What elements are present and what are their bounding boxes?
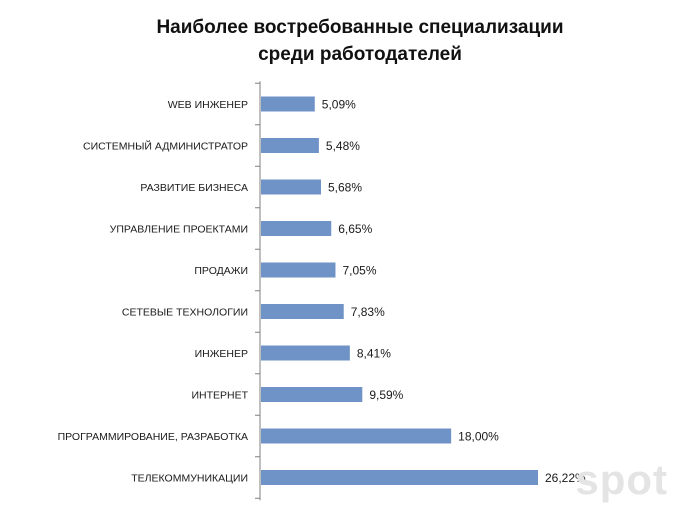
category-label: СЕТЕВЫЕ ТЕХНОЛОГИИ bbox=[122, 307, 248, 319]
category-label: ТЕЛЕКОММУНИКАЦИИ bbox=[131, 473, 248, 485]
category-label: WEB ИНЖЕНЕР bbox=[168, 99, 248, 111]
bar bbox=[261, 262, 336, 278]
bar bbox=[261, 221, 332, 236]
bar-value-label: 9,59% bbox=[369, 388, 403, 402]
bar-value-label: 18,00% bbox=[458, 430, 499, 444]
category-label: ИНЖЕНЕР bbox=[195, 348, 248, 360]
category-label: СИСТЕМНЫЙ АДМИНИСТРАТОР bbox=[83, 140, 248, 153]
category-label: РАЗВИТИЕ БИЗНЕСА bbox=[140, 182, 248, 194]
chart-title-line-1: Наиболее востребованные специализации bbox=[156, 17, 564, 38]
bar bbox=[261, 138, 319, 153]
bar-value-label: 5,68% bbox=[328, 181, 362, 195]
bar-value-label: 5,48% bbox=[326, 139, 360, 153]
bar-value-label: 8,41% bbox=[357, 347, 391, 361]
bar bbox=[261, 179, 322, 195]
watermark-logo: spot bbox=[575, 456, 668, 503]
bar bbox=[261, 470, 538, 485]
bar bbox=[261, 96, 315, 112]
category-label: ПРОГРАММИРОВАНИЕ, РАЗРАБОТКА bbox=[58, 431, 248, 443]
bar-value-label: 5,09% bbox=[322, 98, 356, 112]
bar-value-label: 7,05% bbox=[342, 264, 376, 278]
category-label: ИНТЕРНЕТ bbox=[191, 390, 248, 402]
bar bbox=[261, 304, 344, 319]
bar bbox=[261, 345, 350, 361]
category-label: ПРОДАЖИ bbox=[194, 265, 248, 277]
bar-value-label: 6,65% bbox=[338, 222, 372, 236]
category-label: УПРАВЛЕНИЕ ПРОЕКТАМИ bbox=[110, 224, 248, 236]
bar bbox=[261, 387, 363, 402]
bar-value-label: 7,83% bbox=[351, 305, 385, 319]
bar bbox=[261, 428, 452, 444]
chart-title: Наиболее востребованные специализации ср… bbox=[40, 14, 680, 68]
chart-title-line-2: среди работодателей bbox=[258, 44, 462, 65]
bar-value-label: 26,22% bbox=[545, 471, 586, 485]
